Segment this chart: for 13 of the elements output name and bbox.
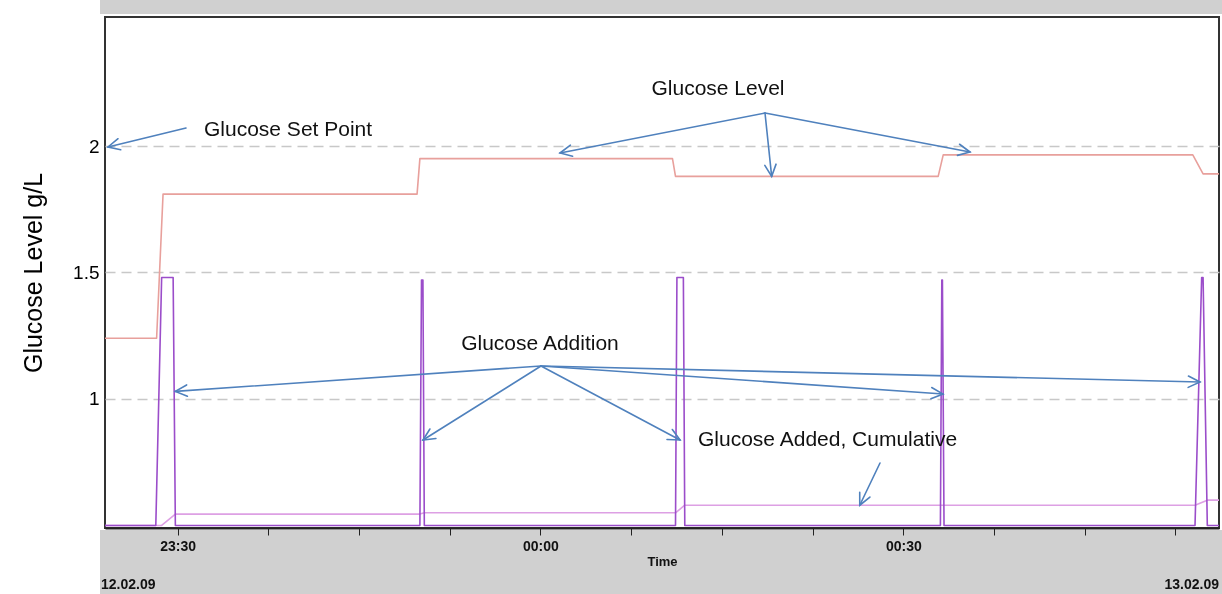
text: 13.02.09 (1164, 576, 1220, 592)
annotation: Glucose Level (651, 76, 785, 99)
y-axis-title: Glucose Level g/L (19, 172, 48, 374)
x-tick-label: 23:30 (160, 537, 197, 554)
x-tick-label: 00:00 (523, 537, 560, 554)
y-tick-label: 1 (88, 388, 100, 410)
x-axis-title: Time (647, 553, 678, 569)
annotation: Glucose Set Point (204, 117, 373, 140)
y-tick-label: 2 (88, 135, 100, 157)
annotation: Glucose Addition (461, 331, 619, 354)
text: 12.02.09 (101, 576, 156, 592)
y-tick-label: 1.5 (73, 262, 100, 283)
x-tick-label: 00:30 (885, 537, 922, 554)
